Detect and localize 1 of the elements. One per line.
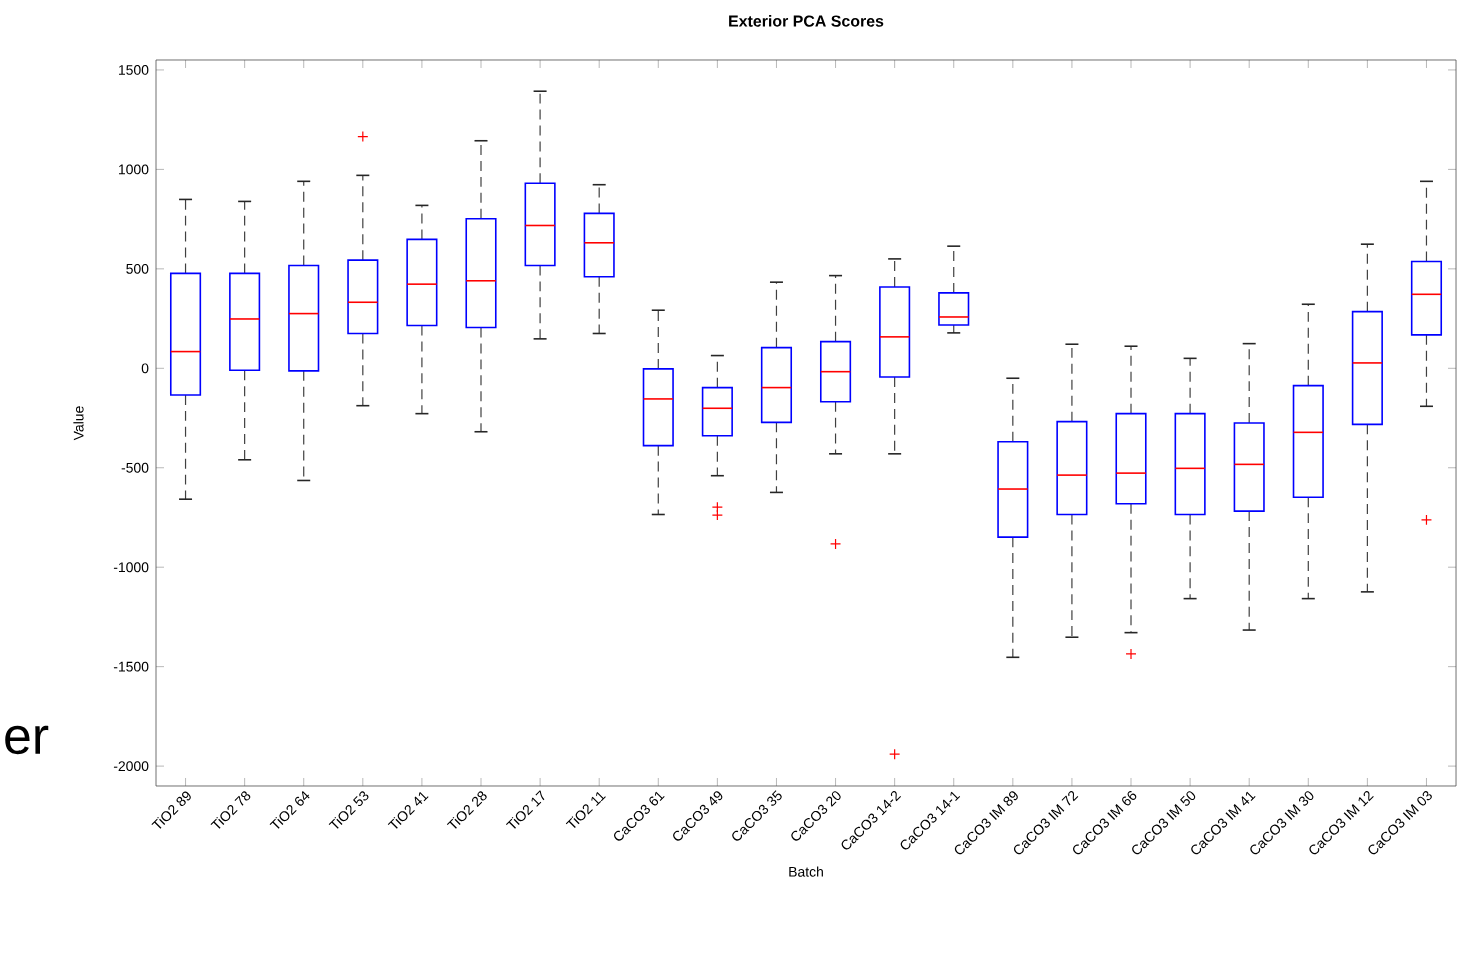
text: er (5, 725, 49, 755)
